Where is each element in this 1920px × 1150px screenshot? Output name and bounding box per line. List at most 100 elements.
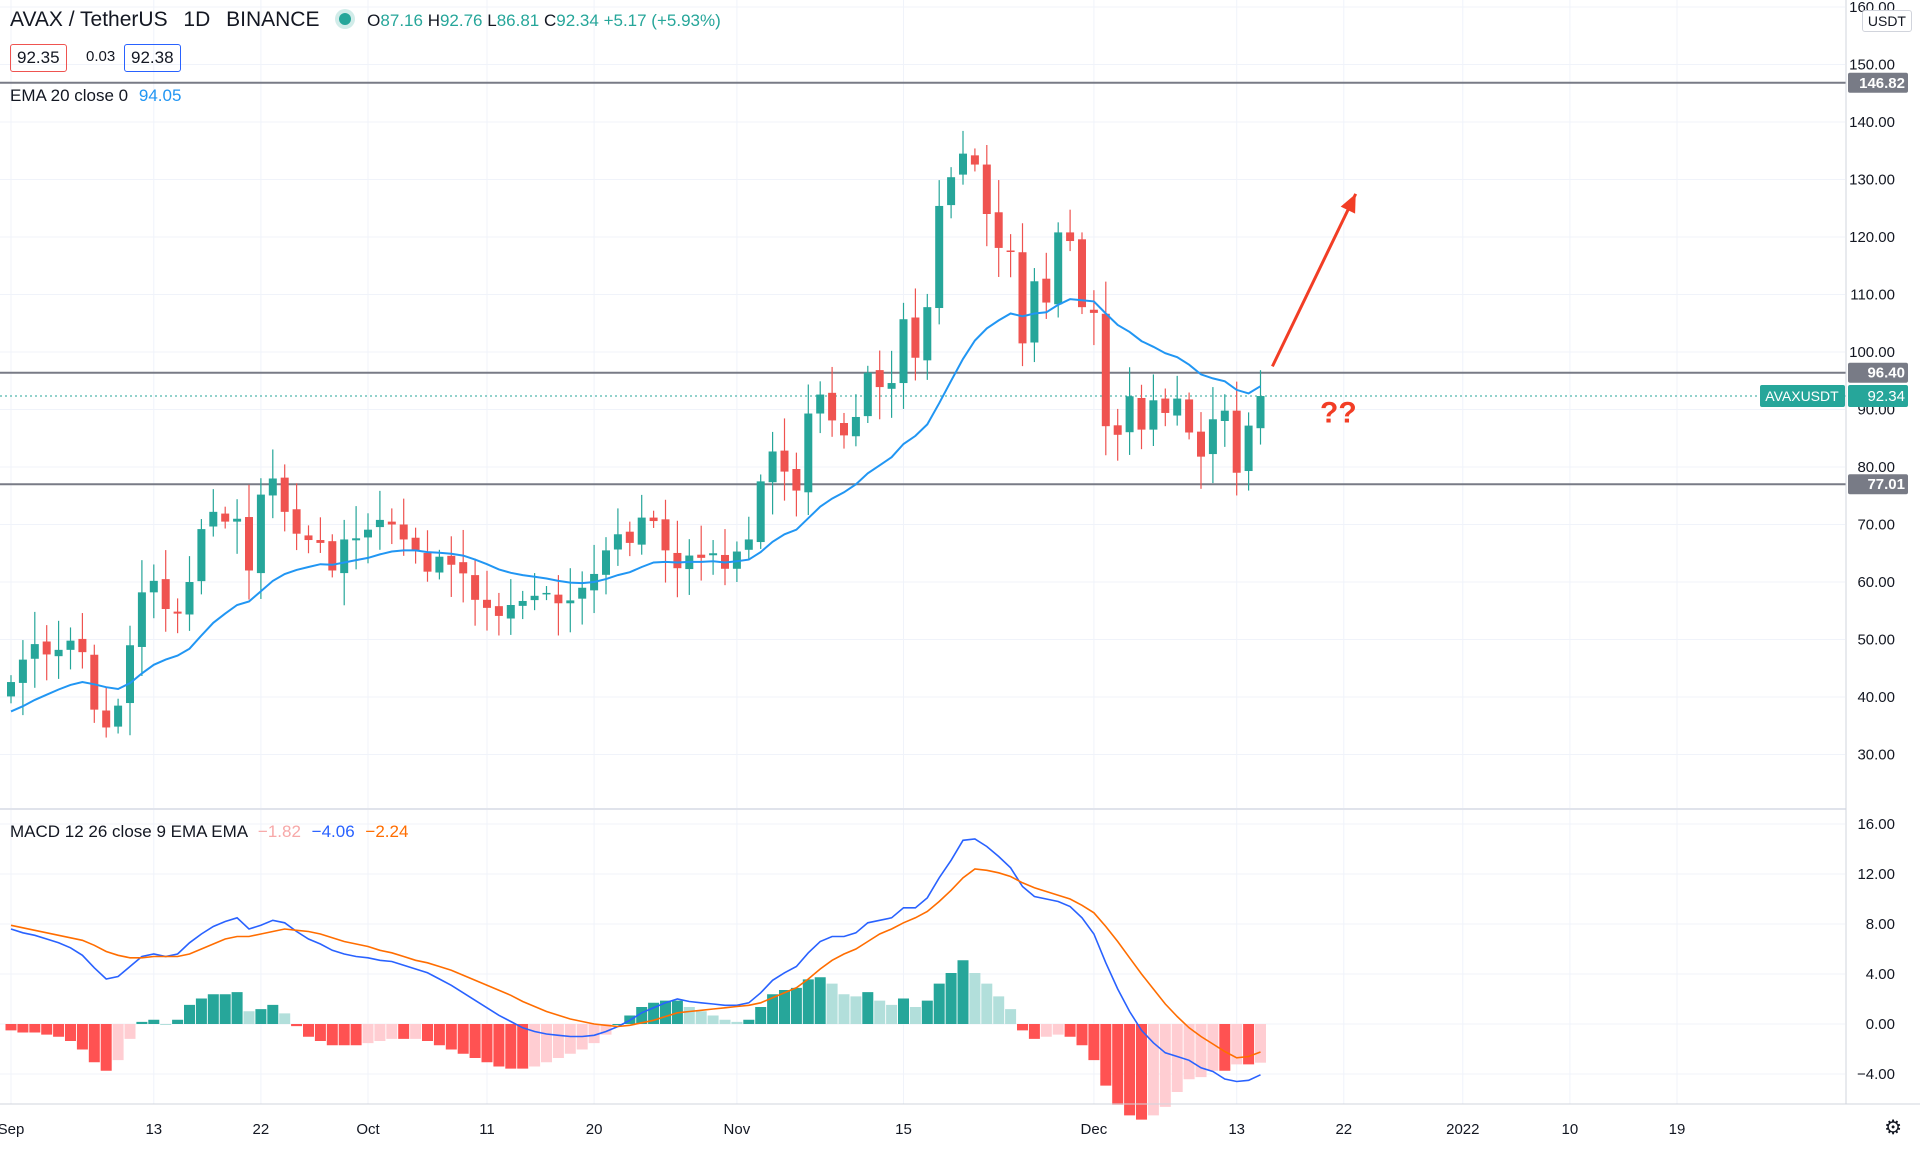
- ohlc-values: O87.16 H92.76 L86.81 C92.34 +5.17 (+5.93…: [367, 11, 721, 30]
- macd-histogram-bar: [552, 1024, 564, 1058]
- macd-histogram-bar: [790, 987, 802, 1024]
- level-price-tag: [1848, 474, 1908, 495]
- candle-body: [542, 592, 551, 595]
- time-tick-label: 13: [145, 1121, 162, 1138]
- macd-histogram-bar: [1159, 1024, 1171, 1107]
- macd-histogram-bar: [1207, 1024, 1219, 1071]
- macd-histogram-bar: [862, 992, 874, 1024]
- macd-histogram-bar: [148, 1019, 160, 1024]
- candle-body: [602, 550, 610, 575]
- macd-histogram-bar: [493, 1024, 505, 1067]
- candle-body: [114, 705, 123, 727]
- candle-body: [471, 575, 480, 600]
- candle-body: [816, 394, 825, 414]
- symbol-tag: [1760, 385, 1845, 408]
- macd-histogram-bar: [136, 1021, 148, 1024]
- macd-histogram-bar: [1017, 1024, 1028, 1031]
- time-tick-label: Oct: [356, 1121, 380, 1138]
- macd-tick-label: −4.00: [1857, 1066, 1895, 1083]
- price-tick-label: 80.00: [1857, 459, 1895, 476]
- macd-histogram-bar: [993, 996, 1005, 1024]
- macd-histogram-bar: [457, 1024, 469, 1054]
- candle-body: [245, 517, 253, 571]
- low-value: 86.81: [496, 11, 540, 30]
- candle-body: [1149, 400, 1158, 430]
- macd-line-value: −4.06: [311, 822, 355, 841]
- price-tick-label: 120.00: [1849, 229, 1895, 246]
- macd-histogram-bar: [981, 983, 993, 1024]
- macd-histogram-bar: [1183, 1024, 1195, 1080]
- price-tick-label: 50.00: [1857, 632, 1895, 649]
- time-tick-label: 10: [1562, 1121, 1579, 1138]
- sell-price-button[interactable]: 92.35: [10, 44, 67, 72]
- macd-histogram-bar: [1100, 1024, 1112, 1086]
- macd-legend[interactable]: MACD 12 26 close 9 EMA EMA −1.82 −4.06 −…: [10, 822, 408, 842]
- candle-body: [506, 605, 515, 619]
- time-tick-label: Sep: [0, 1121, 24, 1138]
- spread-value: 0.03: [86, 48, 116, 65]
- macd-histogram-bar: [410, 1024, 422, 1039]
- macd-tick-label: 8.00: [1866, 916, 1895, 933]
- macd-histogram-bar: [207, 994, 219, 1024]
- interval-label[interactable]: 1D: [183, 8, 211, 31]
- macd-histogram-bar: [29, 1024, 41, 1033]
- candle-body: [1220, 410, 1229, 421]
- macd-histogram-bar: [433, 1024, 445, 1046]
- macd-histogram-bar: [909, 1007, 921, 1024]
- macd-histogram-bar: [314, 1024, 326, 1041]
- macd-histogram-bar: [564, 1024, 576, 1054]
- horizontal-levels: [0, 81, 1846, 486]
- macd-histogram-bar: [445, 1024, 457, 1050]
- candle-body: [173, 611, 182, 614]
- candle-body: [399, 524, 408, 540]
- macd-histogram-bar: [1171, 1024, 1183, 1092]
- buy-price-button[interactable]: 92.38: [124, 44, 181, 72]
- macd-tick-label: 0.00: [1866, 1016, 1895, 1033]
- macd-histogram-bar: [100, 1024, 112, 1071]
- macd-histogram-bar: [957, 960, 969, 1024]
- price-tick-label: 40.00: [1857, 689, 1895, 706]
- macd-histogram-bar: [660, 1000, 671, 1024]
- macd-histogram-bar: [1005, 1009, 1017, 1024]
- macd-histogram-bar: [898, 998, 909, 1024]
- signal-line: [10, 868, 1261, 1059]
- macd-histogram-bar: [195, 998, 207, 1024]
- close-value: 92.34: [556, 11, 599, 30]
- macd-histogram-bar: [53, 1024, 65, 1037]
- candle-body: [518, 600, 527, 606]
- time-tick-label: Nov: [724, 1121, 751, 1138]
- settings-gear-icon[interactable]: ⚙: [1884, 1117, 1902, 1139]
- macd-histogram-bar: [338, 1024, 350, 1046]
- trend-arrow: [1271, 193, 1358, 368]
- ema-legend-value: 94.05: [138, 86, 182, 105]
- macd-histogram-bar: [398, 1024, 410, 1039]
- time-tick-label: Dec: [1081, 1121, 1108, 1138]
- candle-body: [756, 481, 765, 543]
- macd-signal-value: −2.24: [365, 822, 409, 841]
- candle-body: [292, 509, 301, 534]
- macd-histogram-bar: [588, 1024, 600, 1044]
- macd-histogram-bar: [469, 1024, 481, 1058]
- candle-body: [994, 212, 1003, 248]
- macd-histogram-bar: [719, 1019, 731, 1024]
- symbol-tag-label: AVAXUSDT: [1765, 388, 1839, 404]
- macd-tick-label: 4.00: [1866, 966, 1895, 983]
- question-annotation: ??: [1320, 396, 1357, 429]
- candle-body: [1042, 278, 1051, 303]
- ema-legend[interactable]: EMA 20 close 0 94.05: [10, 86, 181, 106]
- candle-body: [1113, 425, 1122, 435]
- candle-body: [387, 521, 396, 525]
- macd-histogram-bar: [17, 1024, 29, 1033]
- macd-histogram-bar: [422, 1024, 433, 1041]
- symbol-title[interactable]: AVAX / TetherUS: [10, 8, 168, 31]
- macd-histogram-bar: [386, 1024, 398, 1039]
- last-price-tag: [1848, 385, 1908, 408]
- currency-label[interactable]: USDT: [1861, 10, 1912, 32]
- ema-legend-label: EMA 20 close 0: [10, 86, 129, 105]
- candle-body: [1066, 232, 1075, 242]
- macd-histogram-bar: [291, 1024, 303, 1027]
- macd-histogram-bar: [921, 1000, 933, 1024]
- macd-histogram-bar: [529, 1024, 541, 1067]
- candle-body: [411, 537, 420, 551]
